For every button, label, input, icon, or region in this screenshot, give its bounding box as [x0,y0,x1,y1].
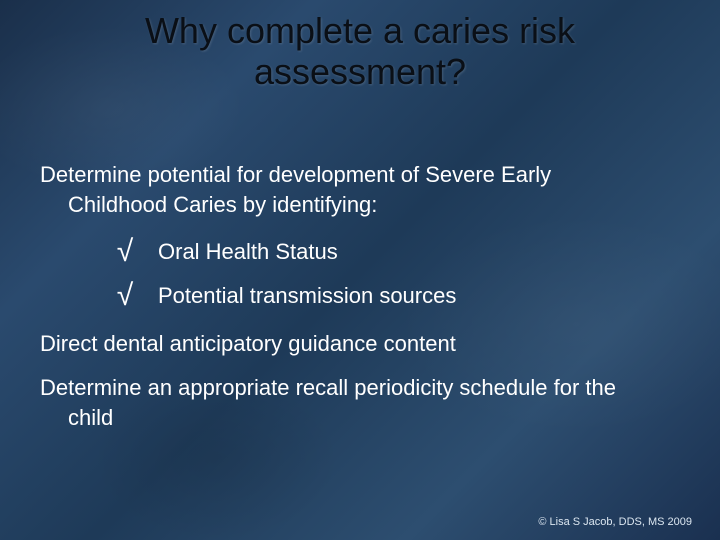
check-label: Oral Health Status [158,239,338,265]
check-icon: √ [110,237,140,267]
paragraph-1: Direct dental anticipatory guidance cont… [40,329,680,359]
list-item: √ Potential transmission sources [110,281,680,311]
slide-title: Why complete a caries risk assessment? [0,10,720,93]
list-item: √ Oral Health Status [110,237,680,267]
check-label: Potential transmission sources [158,283,456,309]
slide-body: Determine potential for development of S… [40,160,680,446]
para1-text: Direct dental anticipatory guidance cont… [40,331,456,356]
para2-line-1: Determine an appropriate recall periodic… [40,375,616,400]
lead-line-1: Determine potential for development of S… [40,162,551,187]
title-line-1: Why complete a caries risk [145,10,575,51]
slide: Why complete a caries risk assessment? D… [0,0,720,540]
check-list: √ Oral Health Status √ Potential transmi… [110,237,680,311]
lead-paragraph: Determine potential for development of S… [40,160,680,219]
title-line-2: assessment? [254,51,466,92]
footer-text: © Lisa S Jacob, DDS, MS 2009 [538,516,692,528]
copyright-footer: © Lisa S Jacob, DDS, MS 2009 [538,516,692,528]
para2-line-2: child [40,403,680,433]
paragraph-2: Determine an appropriate recall periodic… [40,373,680,432]
lead-line-2: Childhood Caries by identifying: [40,190,680,220]
check-icon: √ [110,281,140,311]
